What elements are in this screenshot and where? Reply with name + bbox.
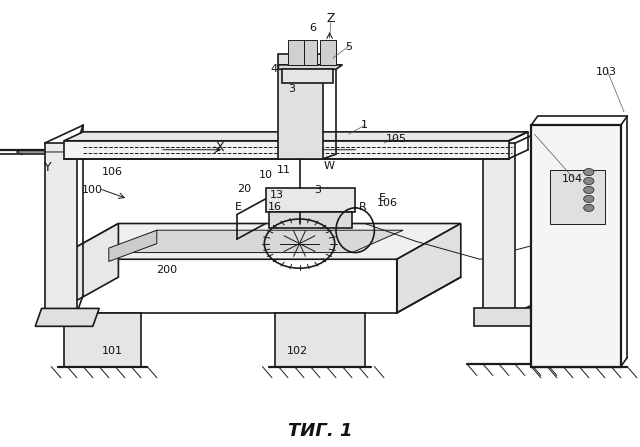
Polygon shape bbox=[54, 224, 461, 259]
Polygon shape bbox=[397, 224, 461, 313]
Polygon shape bbox=[109, 230, 157, 261]
Text: 100: 100 bbox=[83, 185, 103, 195]
Polygon shape bbox=[35, 308, 99, 326]
Polygon shape bbox=[531, 125, 621, 367]
Bar bbox=[288, 40, 304, 65]
Text: 4: 4 bbox=[270, 64, 278, 74]
Text: 3: 3 bbox=[288, 84, 294, 94]
Text: 5: 5 bbox=[346, 42, 352, 52]
Bar bbox=[320, 40, 336, 65]
Circle shape bbox=[584, 177, 594, 185]
Polygon shape bbox=[483, 143, 515, 313]
Polygon shape bbox=[278, 65, 342, 69]
Polygon shape bbox=[64, 313, 141, 367]
Polygon shape bbox=[266, 188, 355, 212]
Text: 106: 106 bbox=[102, 167, 122, 177]
Text: 10: 10 bbox=[259, 170, 273, 180]
Text: W: W bbox=[324, 161, 335, 171]
Text: 101: 101 bbox=[102, 346, 122, 356]
Text: Z: Z bbox=[326, 12, 335, 25]
Polygon shape bbox=[45, 143, 77, 313]
Circle shape bbox=[584, 204, 594, 211]
Circle shape bbox=[584, 169, 594, 176]
Polygon shape bbox=[64, 141, 509, 159]
Text: 106: 106 bbox=[377, 198, 397, 208]
Text: 20: 20 bbox=[237, 184, 252, 194]
Text: X: X bbox=[215, 141, 224, 154]
Text: E: E bbox=[380, 193, 386, 202]
Polygon shape bbox=[282, 69, 333, 83]
Text: 3: 3 bbox=[314, 185, 321, 195]
Polygon shape bbox=[275, 313, 365, 367]
Text: ΤИГ. 1: ΤИГ. 1 bbox=[288, 422, 352, 440]
Polygon shape bbox=[269, 212, 352, 228]
Polygon shape bbox=[64, 132, 528, 141]
Text: 104: 104 bbox=[562, 174, 584, 184]
Polygon shape bbox=[278, 54, 323, 159]
Polygon shape bbox=[109, 230, 403, 253]
Text: Y: Y bbox=[44, 161, 52, 174]
Text: 105: 105 bbox=[387, 134, 407, 143]
Circle shape bbox=[584, 195, 594, 202]
Circle shape bbox=[584, 186, 594, 194]
Text: 11: 11 bbox=[276, 165, 291, 175]
Text: E: E bbox=[235, 202, 241, 211]
Text: 1: 1 bbox=[362, 120, 368, 130]
Polygon shape bbox=[474, 308, 544, 326]
Text: 16: 16 bbox=[268, 202, 282, 212]
Text: R: R bbox=[359, 202, 367, 211]
Text: 200: 200 bbox=[156, 266, 177, 275]
Text: 13: 13 bbox=[270, 190, 284, 200]
Bar bbox=[550, 170, 605, 224]
Text: 6: 6 bbox=[309, 23, 316, 33]
Bar bbox=[304, 40, 317, 65]
Polygon shape bbox=[54, 224, 118, 313]
Text: 103: 103 bbox=[596, 67, 617, 76]
Text: 102: 102 bbox=[287, 346, 308, 356]
